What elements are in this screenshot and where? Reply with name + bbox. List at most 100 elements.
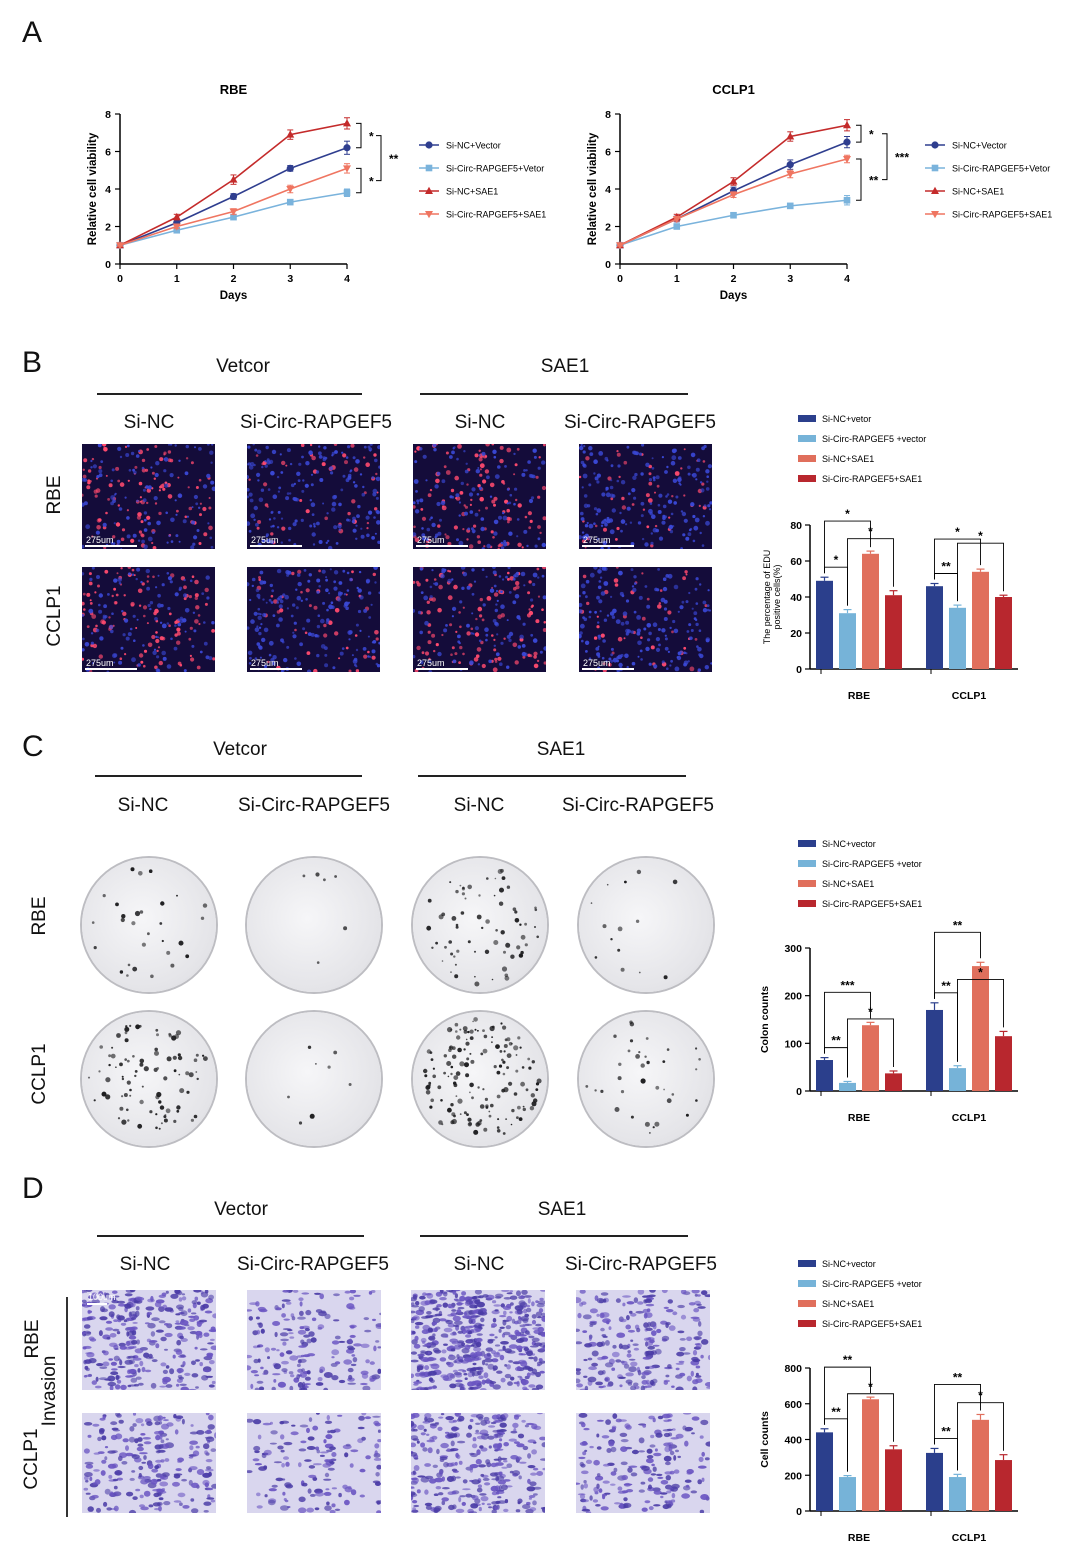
bar-rbe-3 [885, 1449, 902, 1511]
data-point [729, 191, 738, 199]
invasion-transwell-image [82, 1413, 216, 1513]
legend-label: Si-Circ-RAPGEF5 +vetor [822, 859, 922, 869]
x-tick-label: RBE [848, 1112, 870, 1124]
significance-label: * [869, 128, 874, 142]
row-label-rbe: RBE [29, 896, 50, 936]
row-label-cclp1: CCLP1 [29, 1043, 50, 1105]
legend-label: Si-Circ-RAPGEF5+SAE1 [822, 1319, 922, 1329]
colony-dish-image [247, 858, 381, 992]
significance-bracket [356, 122, 362, 149]
bar-cclp1-2 [972, 571, 989, 669]
group-label-sae1-c: SAE1 [536, 739, 586, 760]
legend-swatch [798, 1260, 816, 1267]
edu-fluorescence-image: 275um [579, 444, 712, 549]
colony-dish-image [579, 858, 713, 992]
data-point [672, 216, 681, 224]
series-3 [116, 163, 351, 250]
x-axis-label: Days [720, 290, 748, 302]
significance-bracket [847, 538, 894, 606]
x-tick-label: 4 [344, 273, 350, 285]
significance-bracket [824, 520, 871, 574]
bar-cclp1-2 [972, 1419, 989, 1511]
data-point [172, 212, 181, 221]
significance-label: ** [389, 152, 399, 166]
y-tick-label: 6 [605, 147, 611, 159]
y-tick-label: 300 [784, 943, 802, 955]
series-0 [116, 140, 351, 249]
x-tick-label: 0 [617, 273, 623, 285]
group-divider-sae1-b [420, 393, 688, 395]
column-label-si-circ: Si-Circ-RAPGEF5 [561, 795, 714, 816]
y-tick-label: 0 [796, 1086, 802, 1098]
data-point [229, 175, 238, 183]
legend-swatch [798, 435, 816, 442]
invasion-transwell-image [411, 1413, 545, 1513]
column-label-si-nc: Si-NC [453, 795, 505, 816]
y-tick-label: 0 [105, 259, 111, 271]
scale-bar-label: 275um [583, 535, 611, 545]
significance-label: * [868, 1005, 873, 1019]
significance-bracket [356, 167, 362, 194]
legend-swatch [798, 1300, 816, 1307]
y-tick-label: 60 [790, 556, 802, 568]
colonies [88, 1024, 208, 1130]
panel-label-c: C [22, 730, 44, 763]
legend-label: Si-NC+vector [822, 839, 876, 849]
legend-label: Si-NC+vetor [822, 414, 871, 424]
invasion-bracket-line [66, 1297, 68, 1517]
bar-rbe-0 [816, 580, 833, 669]
y-tick-label: 6 [105, 147, 111, 159]
y-tick-label: 0 [605, 259, 611, 271]
legend-swatch [798, 840, 816, 847]
significance-label: ** [941, 560, 951, 574]
group-divider-sae1-d [420, 1235, 688, 1237]
legend-marker [425, 211, 433, 219]
legend-swatch [798, 415, 816, 422]
significance-label: ** [843, 1353, 853, 1367]
group-divider-vector-d [97, 1235, 364, 1237]
colonies [91, 867, 208, 979]
legend-marker [931, 141, 939, 149]
bar-rbe-3 [885, 1073, 902, 1091]
column-label-si-nc: Si-NC [119, 1254, 171, 1275]
cell-nuclei [82, 444, 215, 549]
x-tick-label: RBE [848, 1532, 870, 1544]
invasion-transwell-image [576, 1413, 710, 1513]
cell-nuclei [413, 444, 546, 549]
column-label-si-nc: Si-NC [454, 412, 506, 433]
group-label-vetcor-c: Vetcor [213, 739, 267, 760]
scale-bar [85, 668, 137, 670]
x-axis-label: Days [220, 290, 248, 302]
colony-dish-image [413, 858, 547, 992]
y-tick-label: 400 [784, 1435, 802, 1447]
column-label-si-circ: Si-Circ-RAPGEF5 [563, 412, 716, 433]
scale-bar-label: 100um [88, 1292, 116, 1302]
significance-bracket [882, 133, 888, 181]
y-tick-label: 600 [784, 1399, 802, 1411]
column-label-si-nc: Si-NC [453, 1254, 505, 1275]
data-point [786, 132, 795, 140]
significance-label: * [955, 525, 960, 539]
scale-bar-label: 275um [417, 658, 445, 668]
legend-label: Si-NC+SAE1 [822, 454, 874, 464]
legend-label: Si-NC+Vector [446, 141, 501, 151]
legend-label: Si-Circ-RAPGEF5 +vetor [822, 1279, 922, 1289]
group-divider-vetcor-b [97, 393, 362, 395]
legend-swatch [798, 475, 816, 482]
colony-dish-image [413, 1012, 547, 1146]
stained-cells [576, 1413, 710, 1513]
scale-bar-label: 275um [86, 535, 114, 545]
data-point [616, 242, 624, 250]
significance-label: * [868, 1380, 873, 1394]
bar-cclp1-1 [949, 1068, 966, 1091]
stained-cells [411, 1413, 545, 1513]
y-axis-label: Relative cell viability [587, 132, 599, 245]
y-tick-label: 200 [784, 1470, 802, 1482]
cell-nuclei [579, 444, 712, 549]
legend-label: Si-Circ-RAPGEF5+Vetor [952, 164, 1050, 174]
significance-label: * [369, 175, 374, 189]
significance-label: * [845, 507, 850, 521]
cell-nuclei [413, 567, 546, 672]
x-tick-label: CCLP1 [952, 1532, 987, 1544]
significance-bracket [957, 1402, 1004, 1471]
